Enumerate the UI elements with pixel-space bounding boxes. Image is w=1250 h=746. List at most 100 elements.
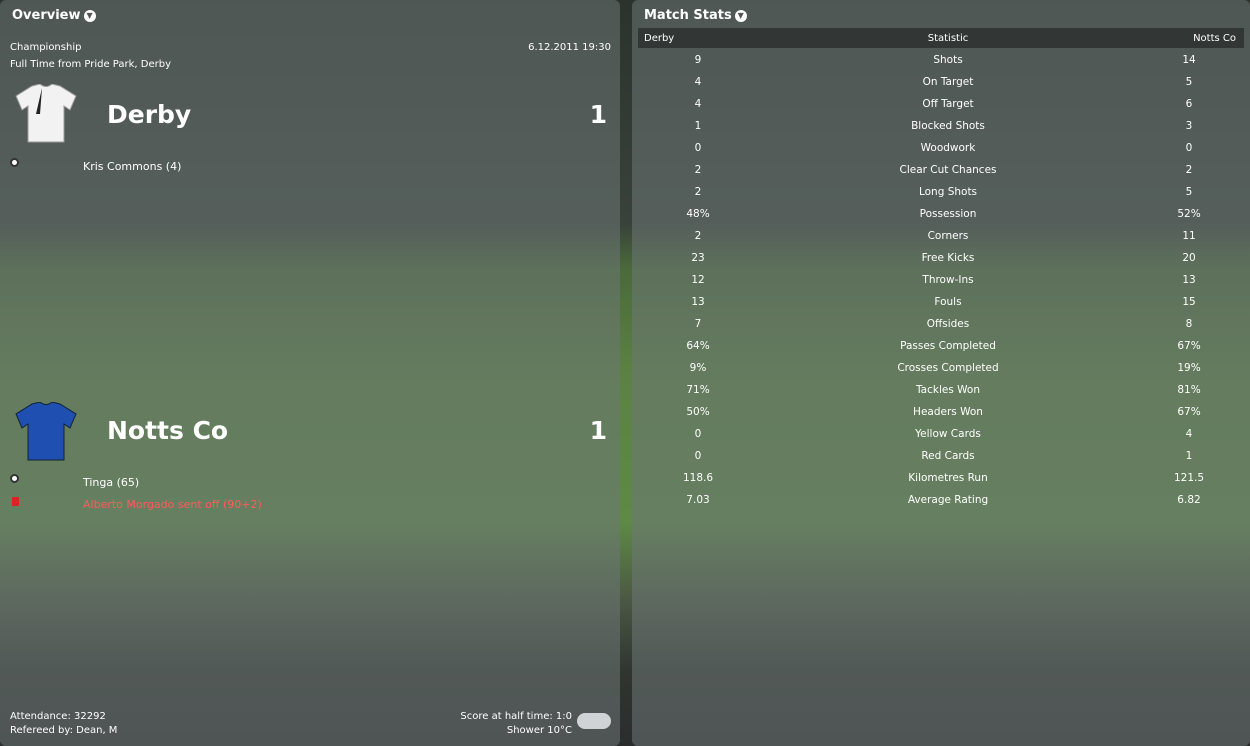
away-value: 15 bbox=[1182, 296, 1196, 308]
statistic-name: Possession bbox=[919, 208, 977, 220]
goal-event[interactable]: Kris Commons (4) bbox=[83, 160, 182, 173]
home-value: 48% bbox=[686, 208, 710, 220]
statistic-name: Red Cards bbox=[921, 450, 975, 462]
home-team-name[interactable]: Derby bbox=[107, 100, 192, 129]
away-value: 4 bbox=[1185, 428, 1193, 440]
stat-row: 48% Possession 52% bbox=[638, 203, 1244, 225]
home-value: 0 bbox=[694, 428, 702, 440]
stat-row: 71% Tackles Won 81% bbox=[638, 379, 1244, 401]
away-value: 13 bbox=[1182, 274, 1196, 286]
match-status: Full Time from Pride Park, Derby bbox=[10, 59, 172, 70]
statistic-name: Crosses Completed bbox=[897, 362, 999, 374]
away-value: 1 bbox=[1185, 450, 1193, 462]
home-value: 2 bbox=[694, 230, 702, 242]
home-value: 12 bbox=[691, 274, 705, 286]
home-value: 0 bbox=[694, 450, 702, 462]
goal-ball-icon bbox=[10, 158, 19, 167]
header-home[interactable]: Derby bbox=[644, 33, 675, 44]
derby-shirt-icon bbox=[15, 84, 77, 143]
away-value: 121.5 bbox=[1173, 472, 1205, 484]
notts-shirt-icon bbox=[15, 402, 77, 461]
goal-ball-icon bbox=[10, 474, 19, 483]
away-value: 5 bbox=[1185, 186, 1193, 198]
header-away[interactable]: Notts Co bbox=[1193, 33, 1236, 44]
away-team-name[interactable]: Notts Co bbox=[107, 416, 229, 445]
statistic-name: Shots bbox=[933, 54, 963, 66]
statistic-name: Yellow Cards bbox=[915, 428, 981, 440]
overview-title[interactable]: Overview ▼ bbox=[12, 8, 96, 23]
home-score: 1 bbox=[589, 100, 607, 129]
statistic-name: Kilometres Run bbox=[908, 472, 988, 484]
stat-row: 9% Crosses Completed 19% bbox=[638, 357, 1244, 379]
stat-row: 2 Corners 11 bbox=[638, 225, 1244, 247]
stat-row: 2 Clear Cut Chances 2 bbox=[638, 159, 1244, 181]
statistic-name: Tackles Won bbox=[916, 384, 980, 396]
home-value: 118.6 bbox=[682, 472, 714, 484]
statistic-name: Long Shots bbox=[918, 186, 978, 198]
stat-row: 9 Shots 14 bbox=[638, 49, 1244, 71]
away-value: 67% bbox=[1177, 406, 1201, 418]
referee: Refereed by: Dean, M bbox=[10, 725, 118, 736]
competition: Championship bbox=[10, 42, 82, 53]
away-value: 5 bbox=[1185, 76, 1193, 88]
away-value: 14 bbox=[1182, 54, 1196, 66]
stat-row: 4 On Target 5 bbox=[638, 71, 1244, 93]
statistic-name: Average Rating bbox=[907, 494, 989, 506]
away-value: 20 bbox=[1182, 252, 1196, 264]
goal-event[interactable]: Tinga (65) bbox=[83, 476, 140, 489]
away-value: 52% bbox=[1177, 208, 1201, 220]
home-value: 4 bbox=[694, 76, 702, 88]
red-card-icon bbox=[12, 497, 19, 506]
stat-row: 7 Offsides 8 bbox=[638, 313, 1244, 335]
stat-row: 0 Woodwork 0 bbox=[638, 137, 1244, 159]
away-value: 19% bbox=[1177, 362, 1201, 374]
statistic-name: Blocked Shots bbox=[911, 120, 985, 132]
statistic-name: Clear Cut Chances bbox=[899, 164, 997, 176]
half-time-score: Score at half time: 1:0 bbox=[460, 711, 572, 722]
stat-row: 0 Yellow Cards 4 bbox=[638, 423, 1244, 445]
statistic-name: Off Target bbox=[922, 98, 974, 110]
stats-header-row: Derby Statistic Notts Co bbox=[638, 28, 1244, 48]
statistic-name: Fouls bbox=[934, 296, 962, 308]
match-datetime: 6.12.2011 19:30 bbox=[528, 42, 611, 53]
away-value: 81% bbox=[1177, 384, 1201, 396]
away-value: 3 bbox=[1185, 120, 1193, 132]
away-value: 67% bbox=[1177, 340, 1201, 352]
stat-row: 12 Throw-Ins 13 bbox=[638, 269, 1244, 291]
home-value: 7 bbox=[694, 318, 702, 330]
home-value: 4 bbox=[694, 98, 702, 110]
home-value: 23 bbox=[691, 252, 705, 264]
home-value: 2 bbox=[694, 164, 702, 176]
statistic-name: On Target bbox=[922, 76, 974, 88]
away-score: 1 bbox=[589, 416, 607, 445]
away-value: 2 bbox=[1185, 164, 1193, 176]
chevron-down-icon[interactable]: ▼ bbox=[734, 9, 747, 22]
header-statistic[interactable]: Statistic bbox=[927, 33, 969, 44]
red-card-event[interactable]: Alberto Morgado sent off (90+2) bbox=[83, 498, 262, 511]
match-stats-panel: Match Stats ▼ Derby Statistic Notts Co 9 S… bbox=[632, 0, 1250, 746]
match-stats-title[interactable]: Match Stats ▼ bbox=[644, 8, 747, 23]
home-value: 64% bbox=[686, 340, 710, 352]
home-value: 7.03 bbox=[686, 494, 710, 506]
stat-row: 1 Blocked Shots 3 bbox=[638, 115, 1244, 137]
statistic-name: Passes Completed bbox=[900, 340, 996, 352]
statistic-name: Woodwork bbox=[920, 142, 976, 154]
home-value: 50% bbox=[686, 406, 710, 418]
stat-row: 118.6 Kilometres Run 121.5 bbox=[638, 467, 1244, 489]
statistic-name: Throw-Ins bbox=[922, 274, 974, 286]
statistic-name: Offsides bbox=[926, 318, 970, 330]
stat-row: 2 Long Shots 5 bbox=[638, 181, 1244, 203]
away-value: 6 bbox=[1185, 98, 1193, 110]
chevron-down-icon[interactable]: ▼ bbox=[83, 9, 96, 22]
away-value: 8 bbox=[1185, 318, 1193, 330]
stat-row: 13 Fouls 15 bbox=[638, 291, 1244, 313]
home-value: 9 bbox=[694, 54, 702, 66]
home-value: 9% bbox=[689, 362, 707, 374]
away-value: 0 bbox=[1185, 142, 1193, 154]
home-value: 0 bbox=[694, 142, 702, 154]
home-value: 71% bbox=[686, 384, 710, 396]
home-value: 1 bbox=[694, 120, 702, 132]
stat-row: 23 Free Kicks 20 bbox=[638, 247, 1244, 269]
statistic-name: Headers Won bbox=[913, 406, 983, 418]
home-value: 13 bbox=[691, 296, 705, 308]
